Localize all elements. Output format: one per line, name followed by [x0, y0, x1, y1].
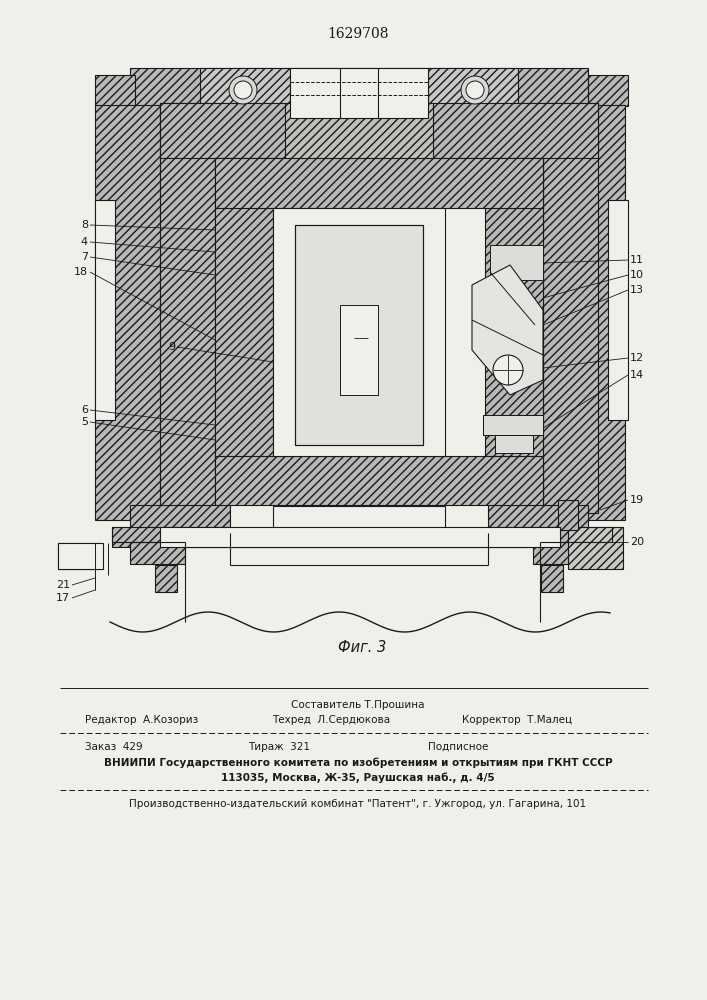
- Text: 10: 10: [630, 270, 644, 280]
- Text: 13: 13: [630, 285, 644, 295]
- Bar: [558, 105, 625, 520]
- Bar: [95, 200, 115, 420]
- Bar: [273, 208, 445, 456]
- Text: Тираж  321: Тираж 321: [248, 742, 310, 752]
- Text: 17: 17: [56, 593, 70, 603]
- Text: 1629708: 1629708: [327, 27, 389, 41]
- Text: 6: 6: [81, 405, 88, 415]
- Bar: [285, 103, 433, 183]
- Bar: [490, 245, 543, 262]
- Text: 4: 4: [81, 237, 88, 247]
- Text: Заказ  429: Заказ 429: [85, 742, 143, 752]
- Text: 14: 14: [630, 370, 644, 380]
- Circle shape: [493, 355, 523, 385]
- Bar: [95, 75, 135, 106]
- Bar: [485, 158, 543, 506]
- Bar: [541, 565, 563, 592]
- Bar: [160, 103, 215, 513]
- Bar: [488, 505, 588, 533]
- Bar: [200, 68, 290, 158]
- Text: 18: 18: [74, 267, 88, 277]
- Circle shape: [234, 81, 252, 99]
- Circle shape: [461, 76, 489, 104]
- Bar: [58, 543, 103, 569]
- Bar: [483, 415, 543, 435]
- Bar: [230, 505, 488, 533]
- Bar: [568, 527, 623, 569]
- Bar: [588, 75, 628, 106]
- Polygon shape: [472, 265, 543, 395]
- Text: Составитель Т.Прошина: Составитель Т.Прошина: [291, 700, 425, 710]
- Bar: [155, 565, 177, 592]
- Text: 12: 12: [630, 353, 644, 363]
- Bar: [160, 527, 560, 547]
- Text: 9: 9: [168, 342, 175, 352]
- Bar: [58, 543, 100, 569]
- Bar: [495, 435, 533, 453]
- Circle shape: [229, 76, 257, 104]
- Text: 7: 7: [81, 252, 88, 262]
- Bar: [290, 68, 428, 118]
- Bar: [95, 105, 160, 520]
- Bar: [215, 158, 543, 208]
- Text: 21: 21: [56, 580, 70, 590]
- Bar: [543, 103, 598, 513]
- Text: 5: 5: [81, 417, 88, 427]
- Text: 19: 19: [630, 495, 644, 505]
- Bar: [295, 225, 423, 445]
- Bar: [558, 500, 578, 530]
- Bar: [215, 158, 273, 506]
- Text: Производственно-издательский комбинат "Патент", г. Ужгород, ул. Гагарина, 101: Производственно-издательский комбинат "П…: [129, 799, 587, 809]
- Text: ВНИИПИ Государственного комитета по изобретениям и открытиям при ГКНТ СССР: ВНИИПИ Государственного комитета по изоб…: [104, 758, 612, 768]
- Bar: [112, 527, 612, 547]
- Bar: [490, 245, 543, 280]
- Bar: [533, 542, 588, 564]
- Text: 8: 8: [81, 220, 88, 230]
- Bar: [130, 505, 230, 533]
- Bar: [130, 68, 588, 106]
- Bar: [130, 542, 185, 564]
- Bar: [428, 68, 518, 158]
- Text: Редактор  А.Козориз: Редактор А.Козориз: [85, 715, 198, 725]
- Circle shape: [466, 81, 484, 99]
- Text: 20: 20: [630, 537, 644, 547]
- Text: Подписное: Подписное: [428, 742, 489, 752]
- Text: 11: 11: [630, 255, 644, 265]
- Text: 113035, Москва, Ж-35, Раушская наб., д. 4/5: 113035, Москва, Ж-35, Раушская наб., д. …: [221, 773, 495, 783]
- Bar: [340, 305, 378, 395]
- Text: Корректор  Т.Малец: Корректор Т.Малец: [462, 715, 572, 725]
- Bar: [215, 456, 543, 506]
- Text: Техред  Л.Сердюкова: Техред Л.Сердюкова: [272, 715, 390, 725]
- Bar: [160, 103, 598, 158]
- Text: Фиг. 3: Фиг. 3: [338, 641, 386, 656]
- Bar: [608, 200, 628, 420]
